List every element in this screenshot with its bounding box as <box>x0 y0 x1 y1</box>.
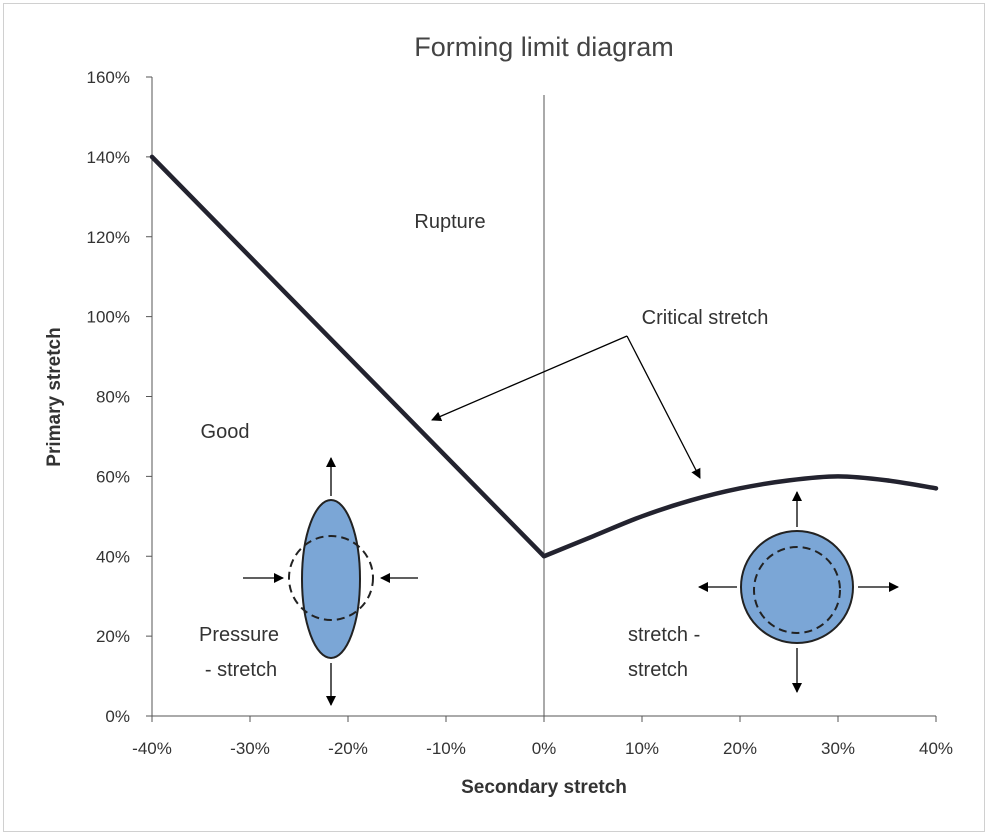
y-tick-label: 100% <box>87 308 130 327</box>
x-tick-label: -40% <box>132 739 172 758</box>
y-tick-label: 80% <box>96 388 130 407</box>
critical-stretch-arrows <box>431 335 701 479</box>
y-tick-label: 20% <box>96 627 130 646</box>
stretch-stretch-icon <box>698 491 899 693</box>
y-axis-title: Primary stretch <box>44 327 65 466</box>
good-label: Good <box>201 421 250 443</box>
y-tick-label: 120% <box>87 228 130 247</box>
x-tick-label: -30% <box>230 739 270 758</box>
elongated-ellipse-shape <box>301 499 361 659</box>
stretch-stretch-label-line2: stretch <box>628 659 688 681</box>
chart-frame <box>3 3 985 832</box>
stretch-stretch-label-line1: stretch - <box>628 624 700 646</box>
y-tick-label: 160% <box>87 68 130 87</box>
critical-arrow-right <box>626 335 701 479</box>
pressure-stretch-icon <box>243 457 418 706</box>
x-tick-label: 30% <box>821 739 855 758</box>
expanded-circle-shape <box>740 530 854 644</box>
dashed-reference-circle <box>288 535 374 621</box>
rupture-label: Rupture <box>414 211 485 233</box>
y-tick-label: 0% <box>105 707 130 726</box>
chart-title: Forming limit diagram <box>414 32 674 62</box>
x-tick-label: 10% <box>625 739 659 758</box>
y-tick-label: 140% <box>87 148 130 167</box>
pressure-stretch-label-line2: - stretch <box>205 659 277 681</box>
critical-stretch-label: Critical stretch <box>642 307 769 329</box>
pressure-stretch-label-line1: Pressure <box>199 624 279 646</box>
x-tick-label: 40% <box>919 739 953 758</box>
dashed-reference-circle <box>753 546 841 634</box>
x-tick-label: 0% <box>532 739 557 758</box>
x-tick-label: -10% <box>426 739 466 758</box>
critical-stretch-curve <box>149 154 939 559</box>
critical-arrow-left <box>431 335 628 422</box>
y-tick-label: 40% <box>96 547 130 566</box>
x-tick-label: -20% <box>328 739 368 758</box>
y-tick-label: 60% <box>96 467 130 486</box>
x-axis-title: Secondary stretch <box>461 777 627 798</box>
x-tick-label: 20% <box>723 739 757 758</box>
